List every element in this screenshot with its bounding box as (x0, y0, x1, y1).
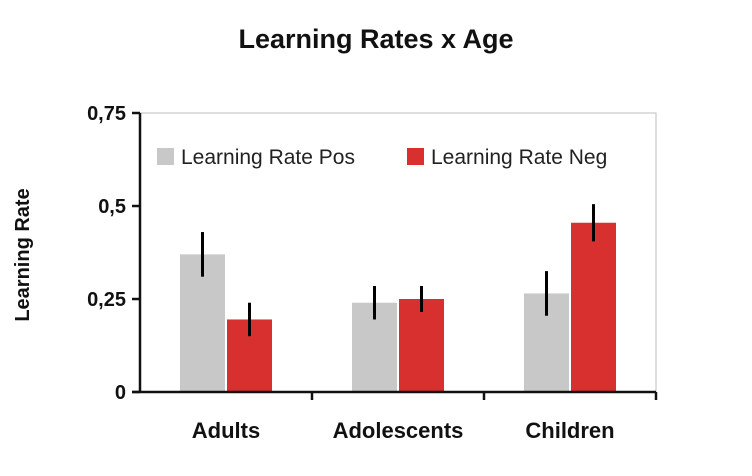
bar (180, 254, 225, 392)
x-axis: Adults Adolescents Children (132, 390, 658, 443)
plot-area (139, 112, 657, 393)
y-tick-label: 0 (115, 382, 126, 404)
x-tick-label: Adolescents (333, 418, 464, 443)
y-tick-label: 0,5 (98, 196, 126, 218)
y-axis-label: Learning Rate (12, 188, 34, 321)
y-tick-label: 0,75 (87, 103, 126, 125)
legend-swatch (407, 148, 424, 165)
legend-swatch (157, 148, 174, 165)
chart-title: Learning Rates x Age (238, 24, 513, 54)
y-tick-label: 0,25 (87, 289, 126, 311)
error-bars-group (201, 204, 595, 337)
legend-label: Learning Rate Pos (181, 146, 355, 169)
x-tick-label: Children (525, 418, 614, 443)
y-axis: 0 0,25 0,5 0,75 (87, 103, 142, 404)
bar (399, 299, 444, 392)
x-tick-label: Adults (192, 418, 260, 443)
bar (571, 222, 616, 392)
legend-label: Learning Rate Neg (431, 146, 607, 169)
legend: Learning Rate Pos Learning Rate Neg (157, 146, 607, 169)
